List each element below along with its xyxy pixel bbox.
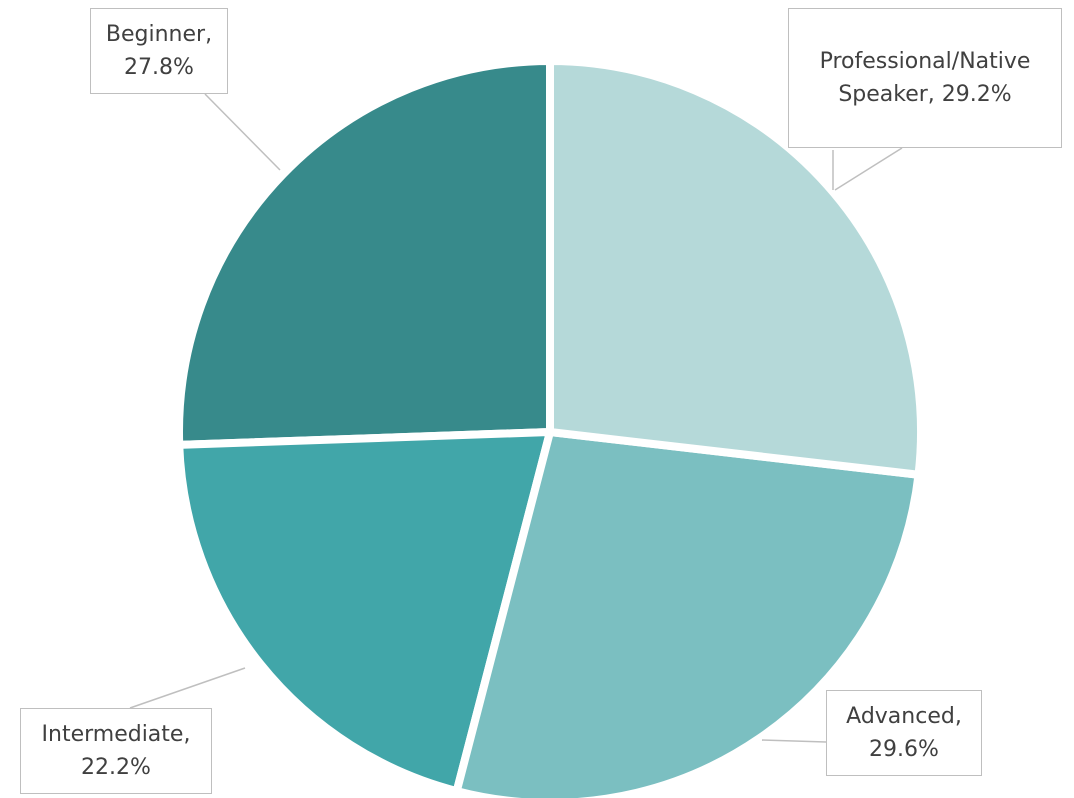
pie-slice [452,428,923,798]
leader-line [761,739,827,743]
label-separator: , [954,704,969,729]
leader-line [834,147,903,191]
leader-line [204,93,281,171]
value-label: 27.8% [124,55,194,80]
value-label: 29.2% [941,82,1012,107]
label-separator: , [183,722,198,747]
pie-slice [175,428,554,796]
category-label: Advanced [846,704,955,729]
pie-slice [175,57,554,449]
category-label: Beginner [105,22,206,47]
category-label: Professional/Native Speaker [819,49,1038,107]
data-label-text: Beginner, 27.8% [99,18,219,84]
leader-line [129,667,246,709]
pie-slice [546,57,925,479]
data-label-text: Advanced, 29.6% [835,700,973,766]
label-separator: , [927,82,942,107]
data-label: Beginner, 27.8% [90,8,228,94]
data-label-text: Intermediate, 22.2% [29,718,203,784]
leader-lines [129,93,903,743]
category-label: Intermediate [41,722,184,747]
value-label: 29.6% [869,737,939,762]
data-label: Advanced, 29.6% [826,690,982,776]
data-label: Professional/Native Speaker, 29.2% [788,8,1062,148]
data-label: Intermediate, 22.2% [20,708,212,794]
data-label-text: Professional/Native Speaker, 29.2% [797,45,1053,111]
label-separator: , [205,22,220,47]
value-label: 22.2% [81,755,151,780]
